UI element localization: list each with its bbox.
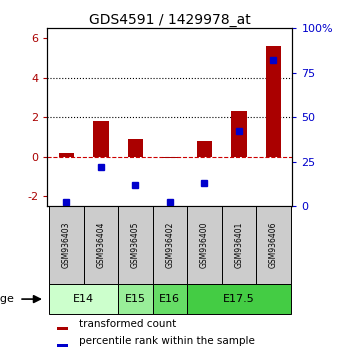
Text: GSM936404: GSM936404 — [96, 222, 105, 268]
Bar — [187, 284, 291, 314]
Bar — [222, 206, 256, 284]
Bar — [152, 206, 187, 284]
Text: E15: E15 — [125, 294, 146, 304]
Bar — [266, 46, 281, 157]
Text: transformed count: transformed count — [79, 319, 176, 330]
Bar — [197, 141, 212, 157]
Bar — [187, 206, 222, 284]
Text: E16: E16 — [159, 294, 180, 304]
Bar — [162, 157, 177, 158]
Text: GSM936403: GSM936403 — [62, 222, 71, 268]
Bar — [83, 206, 118, 284]
Bar — [127, 139, 143, 157]
Text: age: age — [0, 294, 14, 304]
Text: GSM936406: GSM936406 — [269, 222, 278, 268]
Text: GSM936402: GSM936402 — [165, 222, 174, 268]
Bar — [118, 284, 152, 314]
Bar — [152, 284, 187, 314]
Bar — [57, 327, 68, 330]
Title: GDS4591 / 1429978_at: GDS4591 / 1429978_at — [89, 13, 251, 27]
Text: E17.5: E17.5 — [223, 294, 255, 304]
Bar — [256, 206, 291, 284]
Text: E14: E14 — [73, 294, 94, 304]
Text: GSM936400: GSM936400 — [200, 222, 209, 268]
Bar — [57, 344, 68, 347]
Bar — [49, 206, 83, 284]
Bar — [118, 206, 152, 284]
Bar — [93, 121, 108, 157]
Bar — [231, 111, 247, 157]
Text: percentile rank within the sample: percentile rank within the sample — [79, 336, 255, 346]
Text: GSM936405: GSM936405 — [131, 222, 140, 268]
Bar — [49, 284, 118, 314]
Text: GSM936401: GSM936401 — [234, 222, 243, 268]
Bar — [58, 153, 74, 157]
